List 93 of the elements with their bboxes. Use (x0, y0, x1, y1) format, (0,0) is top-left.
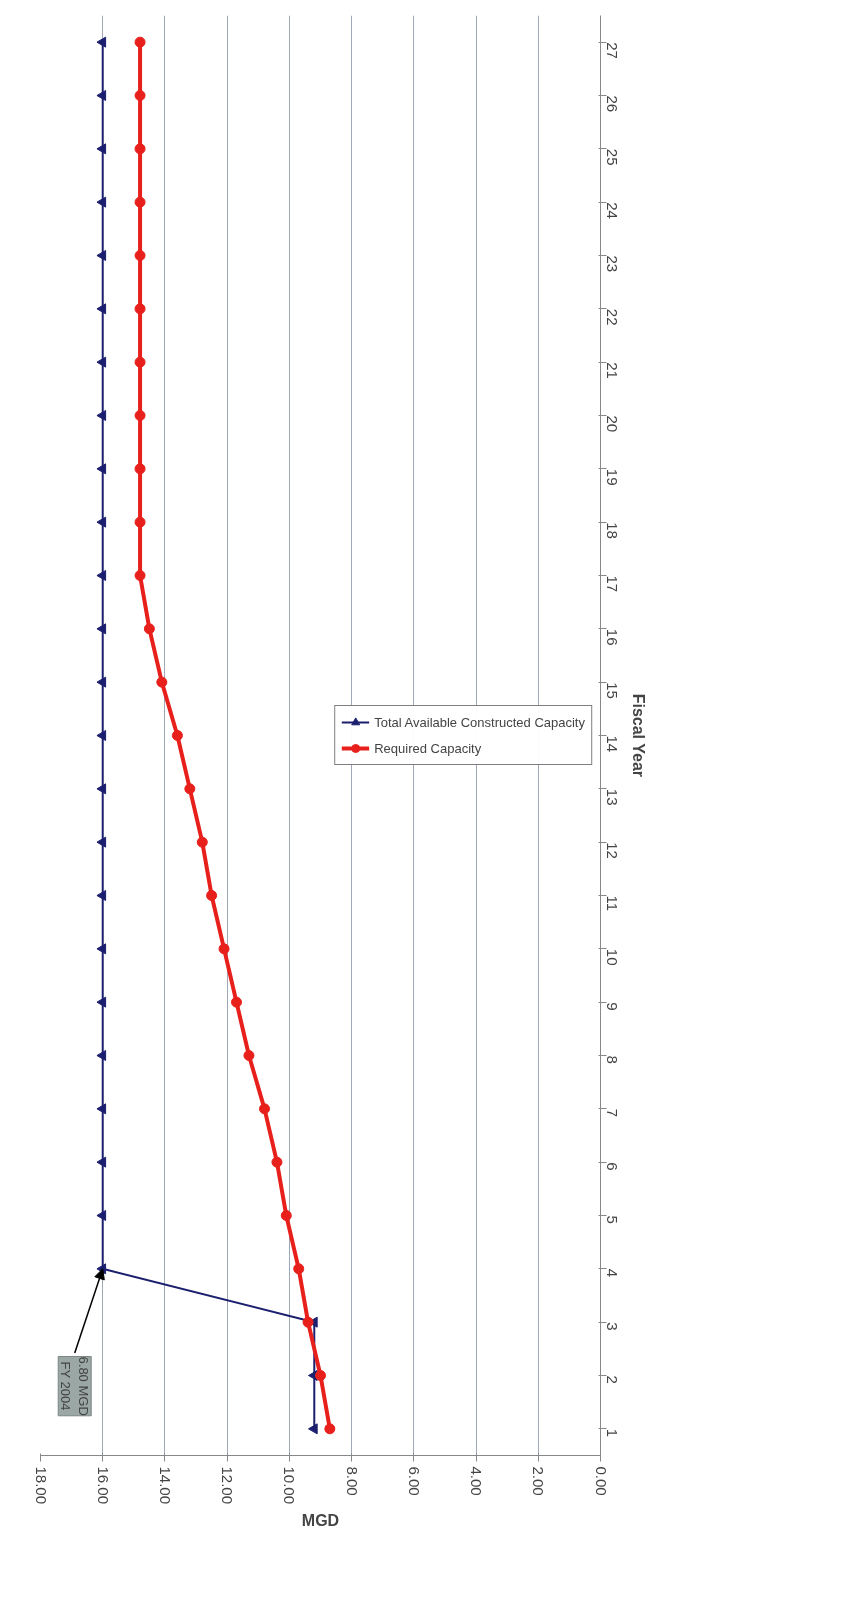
point (96, 303, 107, 315)
point (243, 1050, 255, 1061)
y-tick-label: 22 (603, 308, 621, 326)
point (184, 783, 196, 795)
y-tick-label: 17 (603, 575, 621, 593)
x-tick-label: 2.00 (530, 1466, 548, 1496)
point (259, 1103, 270, 1115)
point (134, 250, 146, 261)
point (196, 836, 208, 848)
y-tick-label: 13 (603, 788, 621, 806)
point (96, 356, 107, 368)
point (96, 623, 107, 635)
y-tick-label: 21 (603, 362, 621, 379)
point (96, 1050, 107, 1061)
y-tick-label: 6 (603, 1162, 621, 1171)
x-tick-label: 14.00 (156, 1466, 174, 1505)
point (134, 516, 146, 528)
point (96, 410, 107, 421)
x-tick-label: 4.00 (468, 1466, 486, 1496)
point (96, 730, 107, 741)
y-tick-label: 8 (603, 1055, 621, 1064)
point (96, 996, 107, 1008)
point (96, 143, 107, 155)
point (96, 943, 107, 955)
y-tick-label: 4 (603, 1268, 621, 1278)
legend-label: Required Capacity (374, 740, 482, 756)
point (206, 890, 218, 901)
point (96, 570, 107, 581)
y-tick-label: 18 (603, 522, 621, 539)
y-tick-label: 27 (603, 42, 621, 59)
point (96, 36, 107, 48)
point (134, 196, 146, 208)
y-tick-label: 2 (603, 1375, 621, 1384)
point (143, 623, 155, 635)
x-tick-label: 12.00 (219, 1466, 237, 1505)
point (96, 250, 107, 261)
x-axis-title: MGD (301, 1512, 340, 1530)
point (96, 783, 107, 795)
point (96, 890, 107, 901)
y-axis-title: Fiscal Year (629, 693, 647, 778)
point (134, 143, 146, 155)
point (134, 90, 146, 101)
y-tick-label: 14 (603, 735, 621, 753)
x-tick-label: 10.00 (281, 1466, 299, 1505)
point (293, 1263, 305, 1275)
y-tick-label: 15 (603, 682, 621, 699)
x-tick-label: 6.00 (405, 1466, 423, 1496)
x-tick-label: 18.00 (32, 1466, 50, 1505)
point (134, 570, 146, 581)
y-tick-label: 23 (603, 255, 621, 273)
point (134, 410, 146, 421)
point (96, 463, 107, 475)
y-tick-label: 16 (603, 628, 621, 646)
x-tick-label: 16.00 (94, 1466, 112, 1505)
point (280, 1210, 292, 1221)
point (324, 1423, 336, 1435)
y-tick-label: 3 (603, 1322, 621, 1331)
y-tick-label: 11 (603, 895, 621, 912)
point (218, 943, 230, 955)
point (156, 676, 168, 688)
point (315, 1370, 326, 1381)
y-tick-label: 26 (603, 95, 621, 113)
y-tick-label: 5 (603, 1215, 621, 1224)
point (134, 303, 146, 315)
point (231, 996, 242, 1008)
point (134, 463, 146, 475)
point (96, 836, 107, 848)
y-tick-label: 19 (603, 468, 621, 486)
point (96, 676, 107, 688)
y-tick-label: 7 (603, 1108, 621, 1118)
point (134, 36, 146, 48)
y-tick-label: 24 (603, 202, 621, 219)
point (96, 196, 107, 208)
point (302, 1316, 314, 1328)
point (96, 516, 107, 528)
y-tick-label: 12 (603, 842, 621, 859)
y-tick-label: 25 (603, 148, 621, 166)
point (96, 90, 107, 101)
x-tick-label: 8.00 (343, 1466, 361, 1496)
point (308, 1423, 318, 1435)
point (271, 1156, 283, 1168)
point (96, 1103, 107, 1115)
point (134, 356, 146, 368)
y-tick-label: 9 (603, 1002, 621, 1011)
point (96, 1156, 107, 1168)
point (171, 730, 183, 741)
y-tick-label: 1 (603, 1428, 621, 1438)
annotation: 6.80 MGD FY 2004 (58, 1356, 92, 1416)
legend-label: Total Available Constructed Capacity (374, 714, 585, 730)
x-tick-label: 0.00 (592, 1466, 610, 1496)
point (96, 1210, 107, 1221)
y-tick-label: 10 (603, 948, 621, 966)
y-tick-label: 20 (603, 415, 621, 433)
